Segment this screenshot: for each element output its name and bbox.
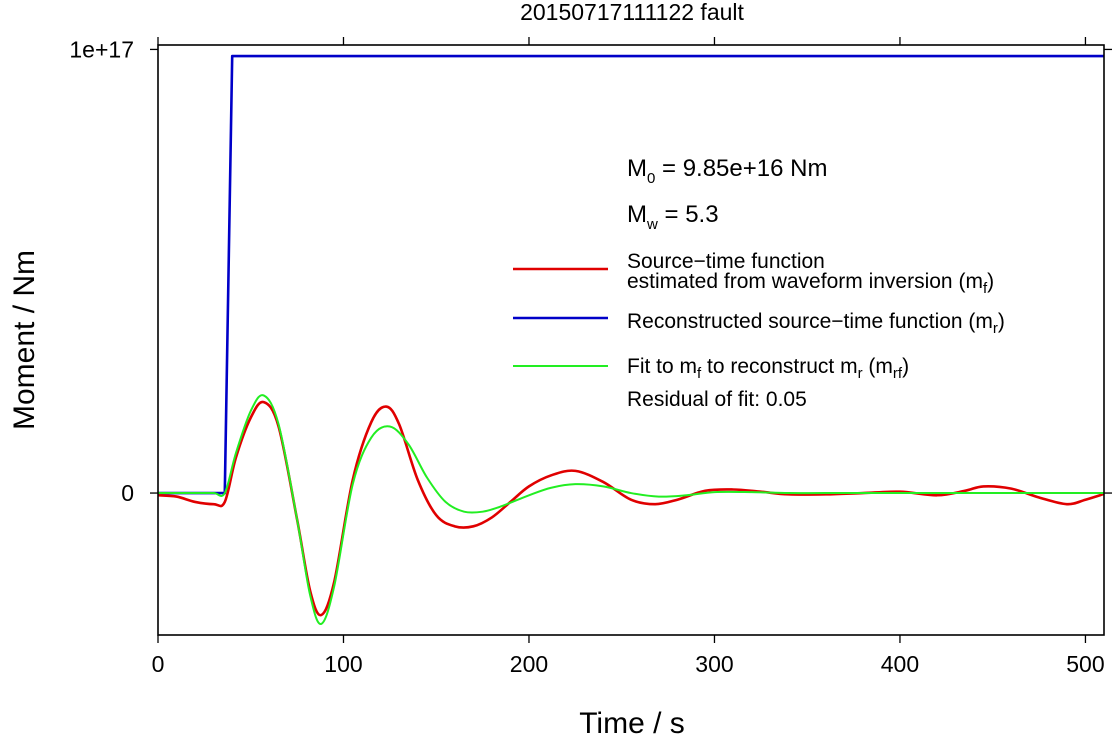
x-axis: 0 100 200 300 400 500 (152, 37, 1105, 677)
y-axis: 0 1e+17 (69, 36, 1112, 506)
series-line-mf (157, 400, 1105, 617)
legend-mrf-part1: Fit to m (627, 355, 697, 378)
legend-label-mf-line1: Source−time function (627, 250, 825, 273)
legend-mrf-part3: (m (863, 355, 893, 378)
legend: Source−time function estimated from wave… (513, 250, 1005, 411)
plot-frame (157, 44, 1105, 636)
m0-symbol: M (627, 155, 647, 182)
x-axis-label: Time / s (579, 707, 685, 736)
mw-value: = 5.3 (658, 201, 719, 228)
legend-mf-text: estimated from waveform inversion (m (627, 270, 983, 293)
legend-mr-sub: r (993, 320, 998, 337)
x-tick-label: 500 (1066, 651, 1104, 677)
chart-title: 20150717111122 fault (520, 0, 744, 25)
plot-curves (157, 54, 1105, 625)
legend-mrf-sub1: f (697, 365, 702, 382)
y-tick-label: 0 (121, 480, 134, 506)
m0-subscript: 0 (647, 170, 655, 187)
legend-mf-close: ) (987, 270, 994, 293)
y-tick-label: 1e+17 (69, 36, 134, 62)
legend-label-mf-line2: estimated from waveform inversion (mf) (627, 270, 994, 297)
m0-value: = 9.85e+16 Nm (655, 155, 827, 182)
x-tick-label: 400 (881, 651, 919, 677)
legend-label-mrf: Fit to mf to reconstruct mr (mrf) (627, 355, 909, 382)
legend-label-mr: Reconstructed source−time function (mr) (627, 310, 1005, 337)
m0-annotation: M0 = 9.85e+16 Nm (627, 155, 827, 187)
legend-mf-sub: f (983, 280, 988, 297)
x-tick-label: 100 (324, 651, 362, 677)
legend-mrf-close: ) (902, 355, 909, 378)
y-axis-label: Moment / Nm (8, 250, 41, 430)
series-line-mrf (158, 394, 1104, 625)
x-tick-label: 300 (695, 651, 733, 677)
x-tick-label: 200 (510, 651, 548, 677)
legend-mr-text: Reconstructed source−time function (m (627, 310, 993, 333)
x-tick-label: 0 (152, 651, 165, 677)
legend-mrf-part2: to reconstruct m (701, 355, 857, 378)
mw-annotation: Mw = 5.3 (627, 201, 719, 233)
mw-symbol: M (627, 201, 647, 228)
legend-mrf-sub2: r (858, 365, 863, 382)
mw-subscript: w (646, 216, 658, 233)
residual-annotation: Residual of fit: 0.05 (627, 388, 807, 411)
legend-mr-close: ) (998, 310, 1005, 333)
legend-mrf-sub3: rf (893, 365, 903, 382)
